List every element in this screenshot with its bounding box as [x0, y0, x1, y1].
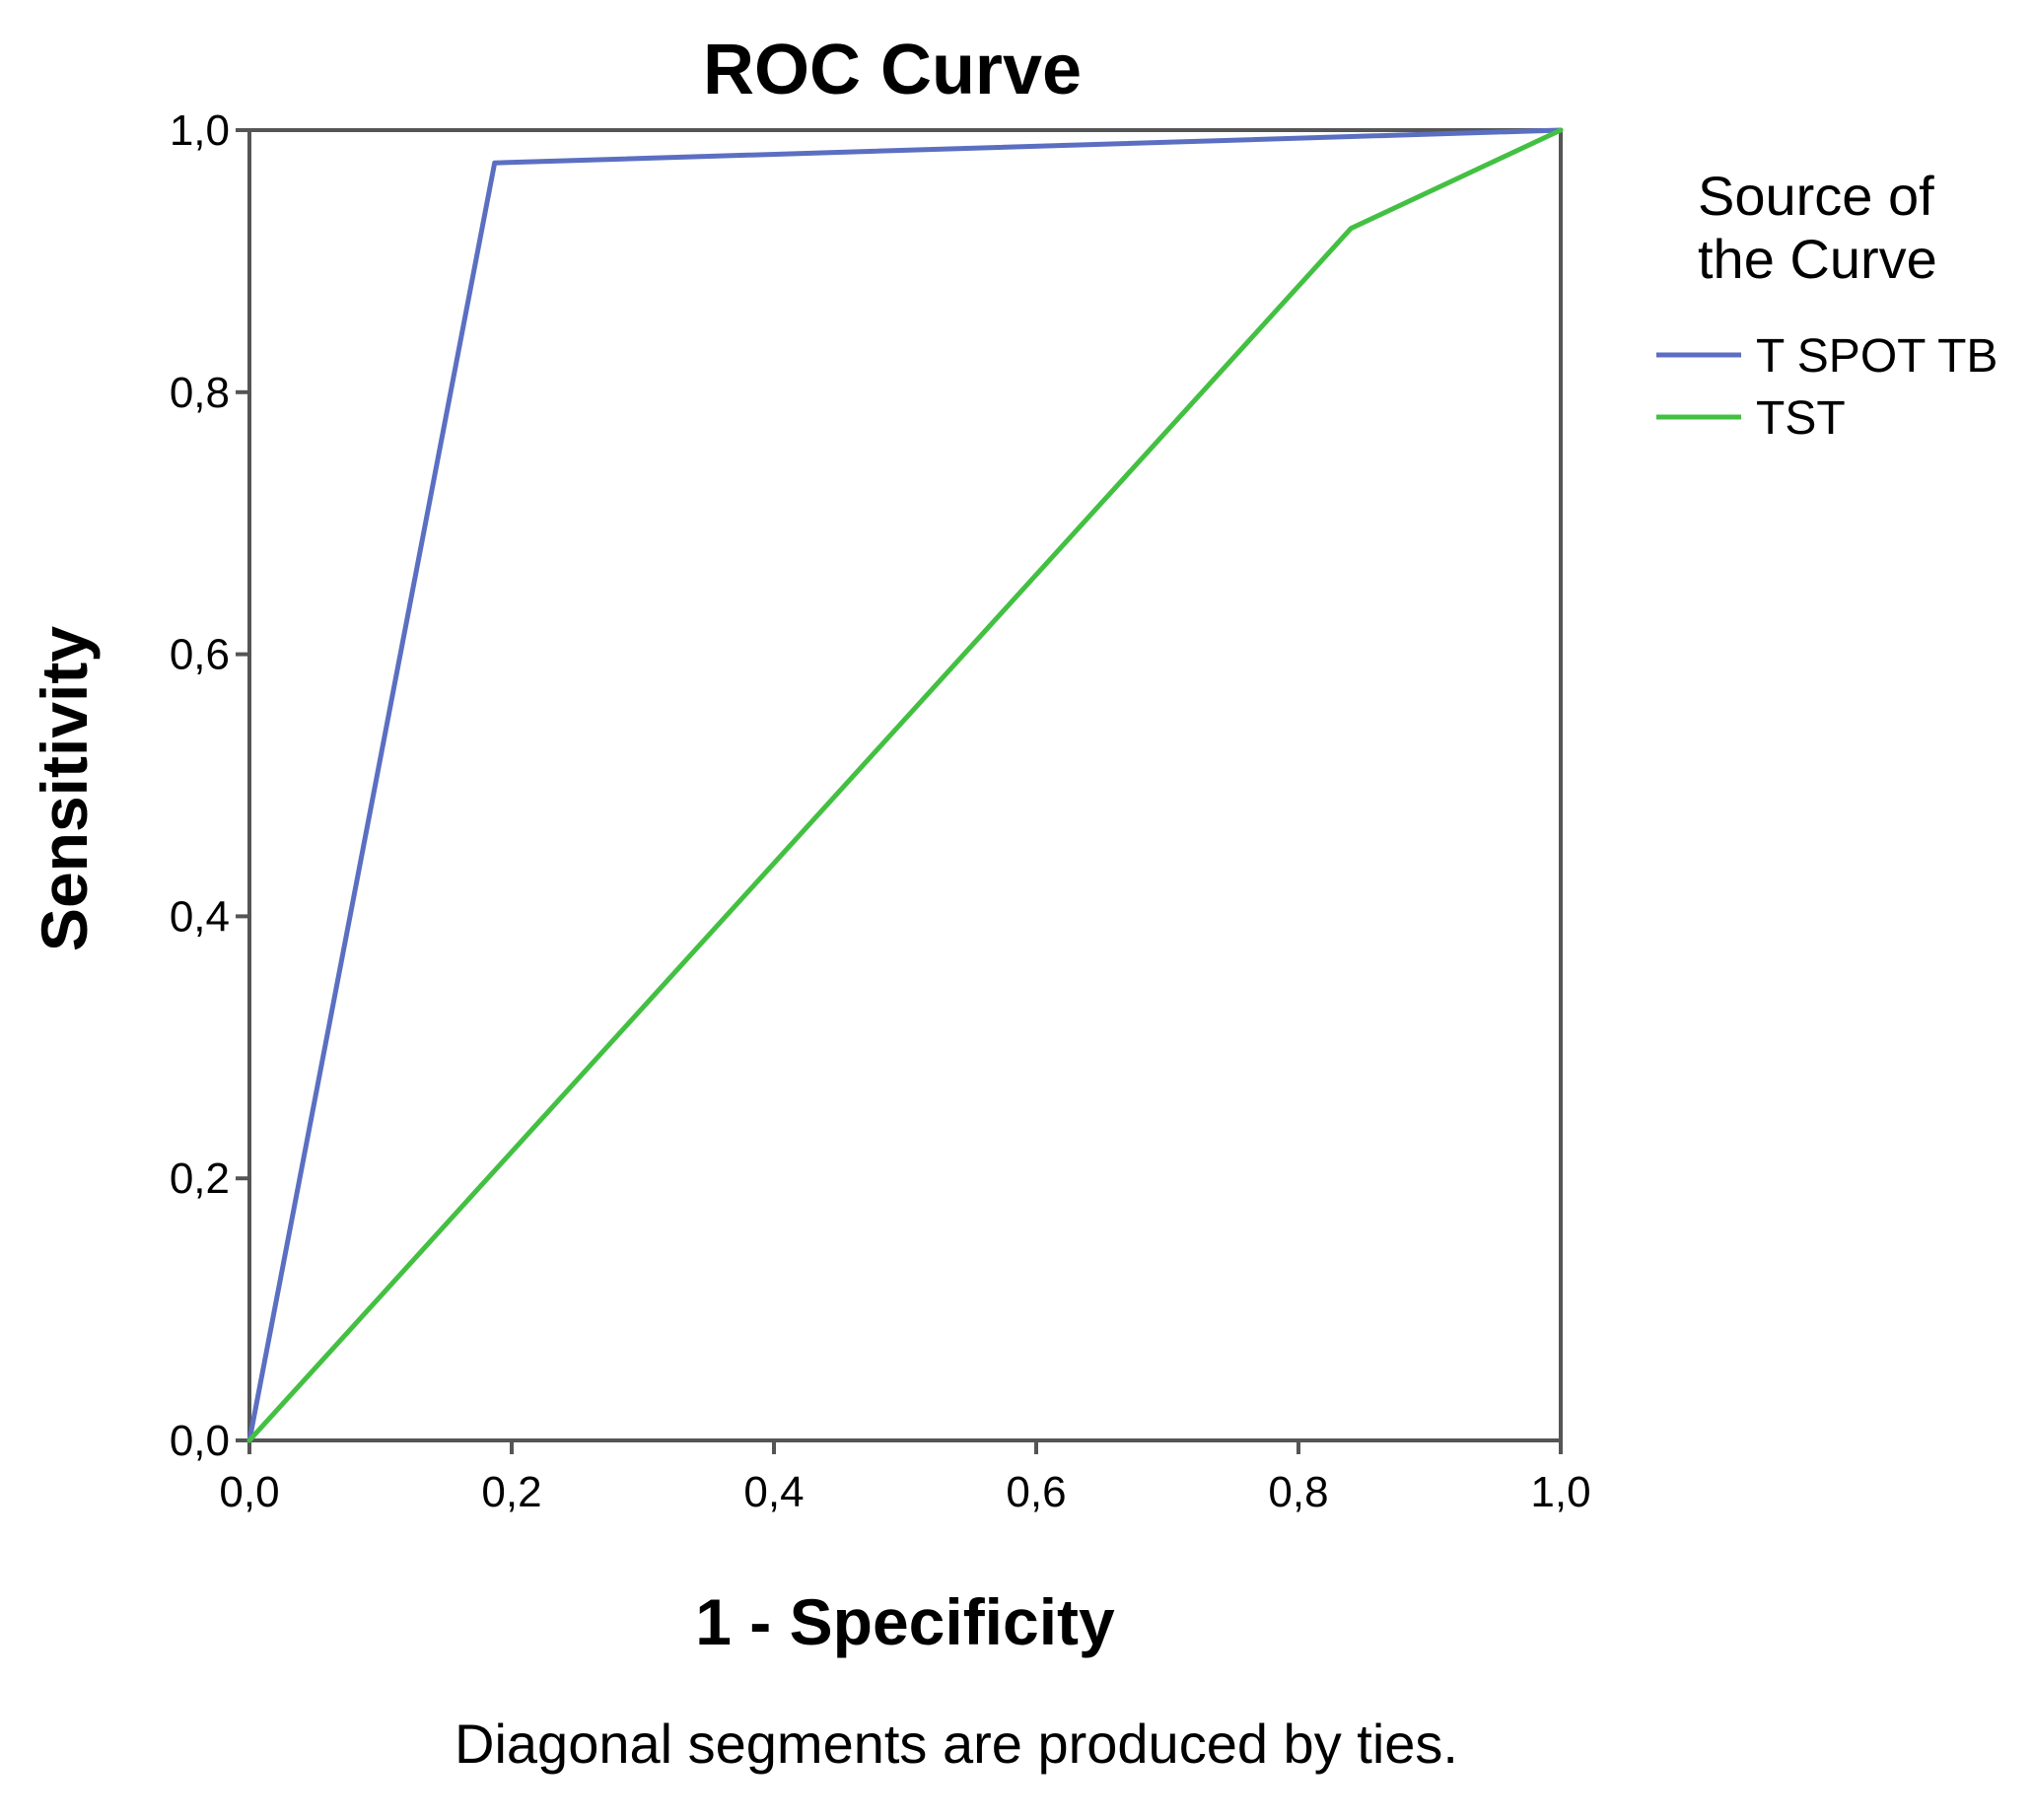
legend-title-line-2: the Curve — [1698, 228, 1937, 290]
x-tick-label: 0,2 — [481, 1468, 541, 1516]
series-lines — [246, 127, 1564, 1443]
series-line-t-spot-tb — [246, 127, 1564, 1443]
legend-title-line-1: Source of — [1698, 165, 1934, 227]
series-line-tst — [246, 127, 1564, 1443]
chart-title: ROC Curve — [703, 31, 1082, 109]
x-axis-title: 1 - Specificity — [695, 1585, 1115, 1658]
x-tick-label: 1,0 — [1530, 1468, 1590, 1516]
legend: Source of the Curve T SPOT TB TST — [1656, 165, 1997, 445]
y-tick-label: 0,0 — [170, 1417, 230, 1465]
y-tick-label: 1,0 — [170, 106, 230, 155]
y-axis-ticks: 0,0 0,2 0,4 0,6 0,8 1,0 — [170, 106, 249, 1465]
x-tick-label: 0,0 — [219, 1468, 279, 1516]
y-axis-title: Sensitivity — [28, 626, 101, 951]
x-tick-label: 0,8 — [1268, 1468, 1328, 1516]
legend-label-t-spot-tb: T SPOT TB — [1756, 330, 1997, 383]
y-tick-label: 0,2 — [170, 1155, 230, 1203]
x-tick-label: 0,6 — [1006, 1468, 1066, 1516]
legend-items: T SPOT TB TST — [1656, 330, 1997, 445]
y-tick-label: 0,4 — [170, 892, 230, 941]
x-tick-label: 0,4 — [743, 1468, 804, 1516]
y-tick-label: 0,6 — [170, 631, 230, 679]
plot-frame — [247, 128, 1563, 1442]
x-axis-ticks: 0,0 0,2 0,4 0,6 0,8 1,0 — [219, 1440, 1591, 1516]
chart-footnote: Diagonal segments are produced by ties. — [455, 1713, 1458, 1775]
legend-label-tst: TST — [1756, 392, 1846, 445]
y-tick-label: 0,8 — [170, 369, 230, 417]
